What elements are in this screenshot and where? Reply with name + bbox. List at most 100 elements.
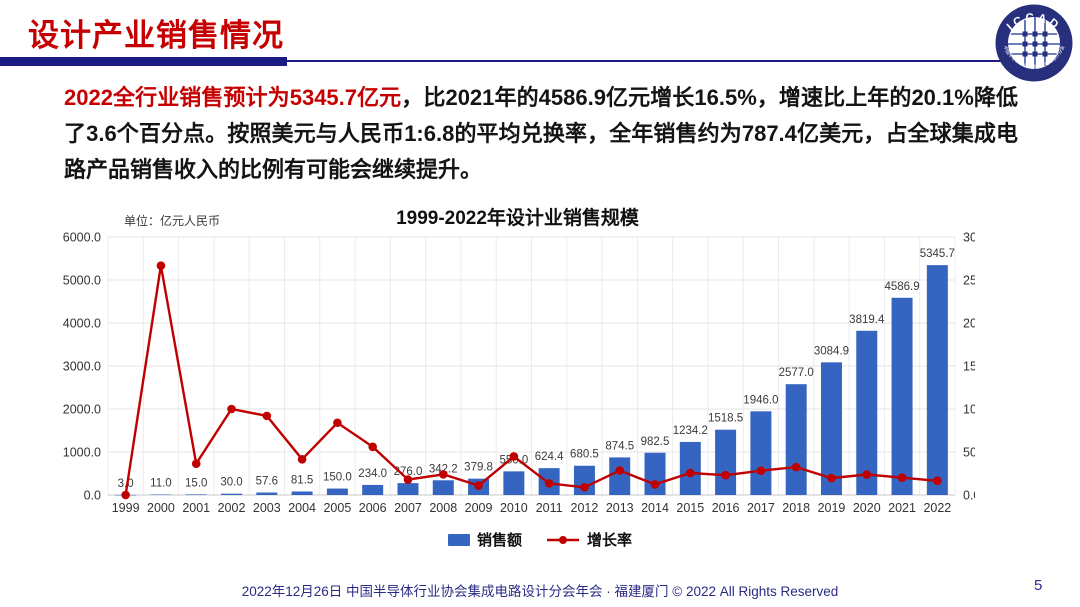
page-title: 设计产业销售情况 xyxy=(28,18,284,53)
bar-value-label: 342.2 xyxy=(429,463,458,475)
bar-2002 xyxy=(221,493,243,495)
title-underline-thick xyxy=(0,57,287,66)
growth-rate-point xyxy=(333,418,342,428)
growth-rate-point xyxy=(297,455,307,464)
legend-line-marker-icon xyxy=(546,534,580,546)
bar-value-label: 15.0 xyxy=(185,477,207,489)
growth-rate-point xyxy=(191,459,201,468)
x-axis-year-label: 2019 xyxy=(818,501,846,515)
x-axis-year-label: 2011 xyxy=(536,501,563,515)
growth-rate-point xyxy=(862,470,872,479)
x-axis-year-label: 2003 xyxy=(253,501,281,515)
bar-value-label: 379.8 xyxy=(464,462,493,474)
growth-rate-point xyxy=(474,481,483,490)
bar-2001 xyxy=(185,494,207,495)
x-axis-year-label: 2000 xyxy=(147,501,175,515)
growth-rate-point xyxy=(827,473,836,483)
bar-2007 xyxy=(397,483,419,495)
bar-value-label: 2577.0 xyxy=(779,367,814,379)
growth-rate-point xyxy=(615,466,625,475)
bar-2017 xyxy=(750,411,772,495)
bar-2008 xyxy=(432,480,454,495)
bar-2021 xyxy=(891,297,913,495)
x-axis-year-label: 2012 xyxy=(571,501,599,515)
bar-2016 xyxy=(715,429,737,495)
y-left-tick-label: 6000.0 xyxy=(63,231,101,245)
bar-2015 xyxy=(679,441,701,495)
iccad-logo: ICCAD 中国半导体行业协会集成电路设计分会 xyxy=(994,3,1074,83)
y-right-tick-label: 150.0% xyxy=(963,360,975,374)
growth-rate-point xyxy=(156,261,166,270)
y-left-tick-label: 2000.0 xyxy=(63,403,101,417)
sales-chart: 0.0 0.0% 1000.0 50.0% 2000.0 100.0% 3000.0 150.… xyxy=(63,231,975,516)
bar-value-label: 276.0 xyxy=(394,466,423,478)
bar-value-label: 624.4 xyxy=(535,451,564,463)
y-right-tick-label: 200.0% xyxy=(963,317,975,331)
intro-highlight: 2022全行业销售预计为5345.7亿元 xyxy=(64,85,402,110)
growth-rate-point xyxy=(686,468,695,478)
y-left-tick-label: 1000.0 xyxy=(63,446,101,460)
growth-rate-point xyxy=(580,482,589,492)
bar-value-label: 874.5 xyxy=(605,440,634,452)
bar-value-label: 3084.9 xyxy=(814,345,849,357)
bar-value-label: 57.6 xyxy=(256,476,278,488)
y-right-tick-label: 0.0% xyxy=(963,489,975,503)
chart-unit-label: 单位：亿元人民币 xyxy=(124,214,221,228)
growth-rate-line xyxy=(124,265,938,496)
bar-value-label: 680.5 xyxy=(570,449,599,461)
y-left-tick-label: 5000.0 xyxy=(63,274,101,288)
footer-text: 2022年12月26日 中国半导体行业协会集成电路设计分会年会 · 福建厦门 ©… xyxy=(241,584,839,599)
legend-bar-swatch xyxy=(447,533,470,546)
growth-rate-point xyxy=(121,490,130,500)
bar-2020 xyxy=(856,330,878,495)
bar-value-label: 5345.7 xyxy=(920,248,955,260)
chart-legend: 销售额 增长率 xyxy=(0,529,1080,550)
x-axis-year-label: 2015 xyxy=(676,501,704,515)
x-axis-year-label: 2010 xyxy=(500,501,528,515)
growth-rate-point xyxy=(544,479,554,488)
intro-body: ，比2021年的4586.9亿元增长16.5%，增速比上年的20.1%降低了3.… xyxy=(64,85,1019,182)
growth-rate-point xyxy=(897,473,907,483)
growth-rate-point xyxy=(227,404,236,414)
bar-value-label: 1946.0 xyxy=(743,394,778,406)
x-axis-year-label: 2016 xyxy=(712,501,740,515)
growth-rate-point xyxy=(403,475,413,484)
growth-rate-point xyxy=(721,470,730,480)
growth-rate-point xyxy=(438,470,448,479)
growth-rate-point xyxy=(262,411,272,421)
x-axis-year-label: 2017 xyxy=(747,501,775,515)
growth-rate-point xyxy=(368,442,377,452)
bar-2013 xyxy=(609,457,631,495)
bar-2003 xyxy=(256,492,278,495)
x-axis-year-label: 2013 xyxy=(606,501,634,515)
legend-bar-label: 销售额 xyxy=(476,532,522,549)
growth-rate-point xyxy=(756,466,766,476)
y-right-tick-label: 50.0% xyxy=(963,446,975,460)
intro-paragraph: 2022全行业销售预计为5345.7亿元，比2021年的4586.9亿元增长16… xyxy=(64,80,1018,188)
y-right-tick-label: 250.0% xyxy=(963,274,975,288)
bar-2019 xyxy=(820,362,842,495)
bar-2010 xyxy=(503,471,525,495)
bar-2022 xyxy=(926,265,948,495)
x-axis-year-label: 2002 xyxy=(218,501,246,515)
bar-value-label: 982.5 xyxy=(641,436,670,448)
bar-value-label: 3.0 xyxy=(118,478,134,490)
bar-2006 xyxy=(362,484,384,495)
bar-value-label: 3819.4 xyxy=(849,314,885,326)
x-axis-year-label: 2014 xyxy=(641,501,669,515)
legend-line-label: 增长率 xyxy=(587,532,633,549)
bar-value-label: 11.0 xyxy=(150,478,172,490)
growth-rate-point xyxy=(650,480,660,489)
growth-rate-point xyxy=(933,476,942,486)
x-axis-year-label: 2007 xyxy=(394,501,422,515)
y-left-tick-label: 0.0 xyxy=(84,489,101,503)
bar-value-label: 4586.9 xyxy=(884,281,919,293)
y-left-tick-label: 3000.0 xyxy=(63,360,101,374)
bar-2004 xyxy=(291,491,313,495)
x-axis-year-label: 2009 xyxy=(465,501,493,515)
x-axis-year-label: 1999 xyxy=(112,501,140,515)
y-right-tick-label: 100.0% xyxy=(963,403,975,417)
x-axis-year-label: 2020 xyxy=(853,501,881,515)
y-left-tick-label: 4000.0 xyxy=(63,317,101,331)
